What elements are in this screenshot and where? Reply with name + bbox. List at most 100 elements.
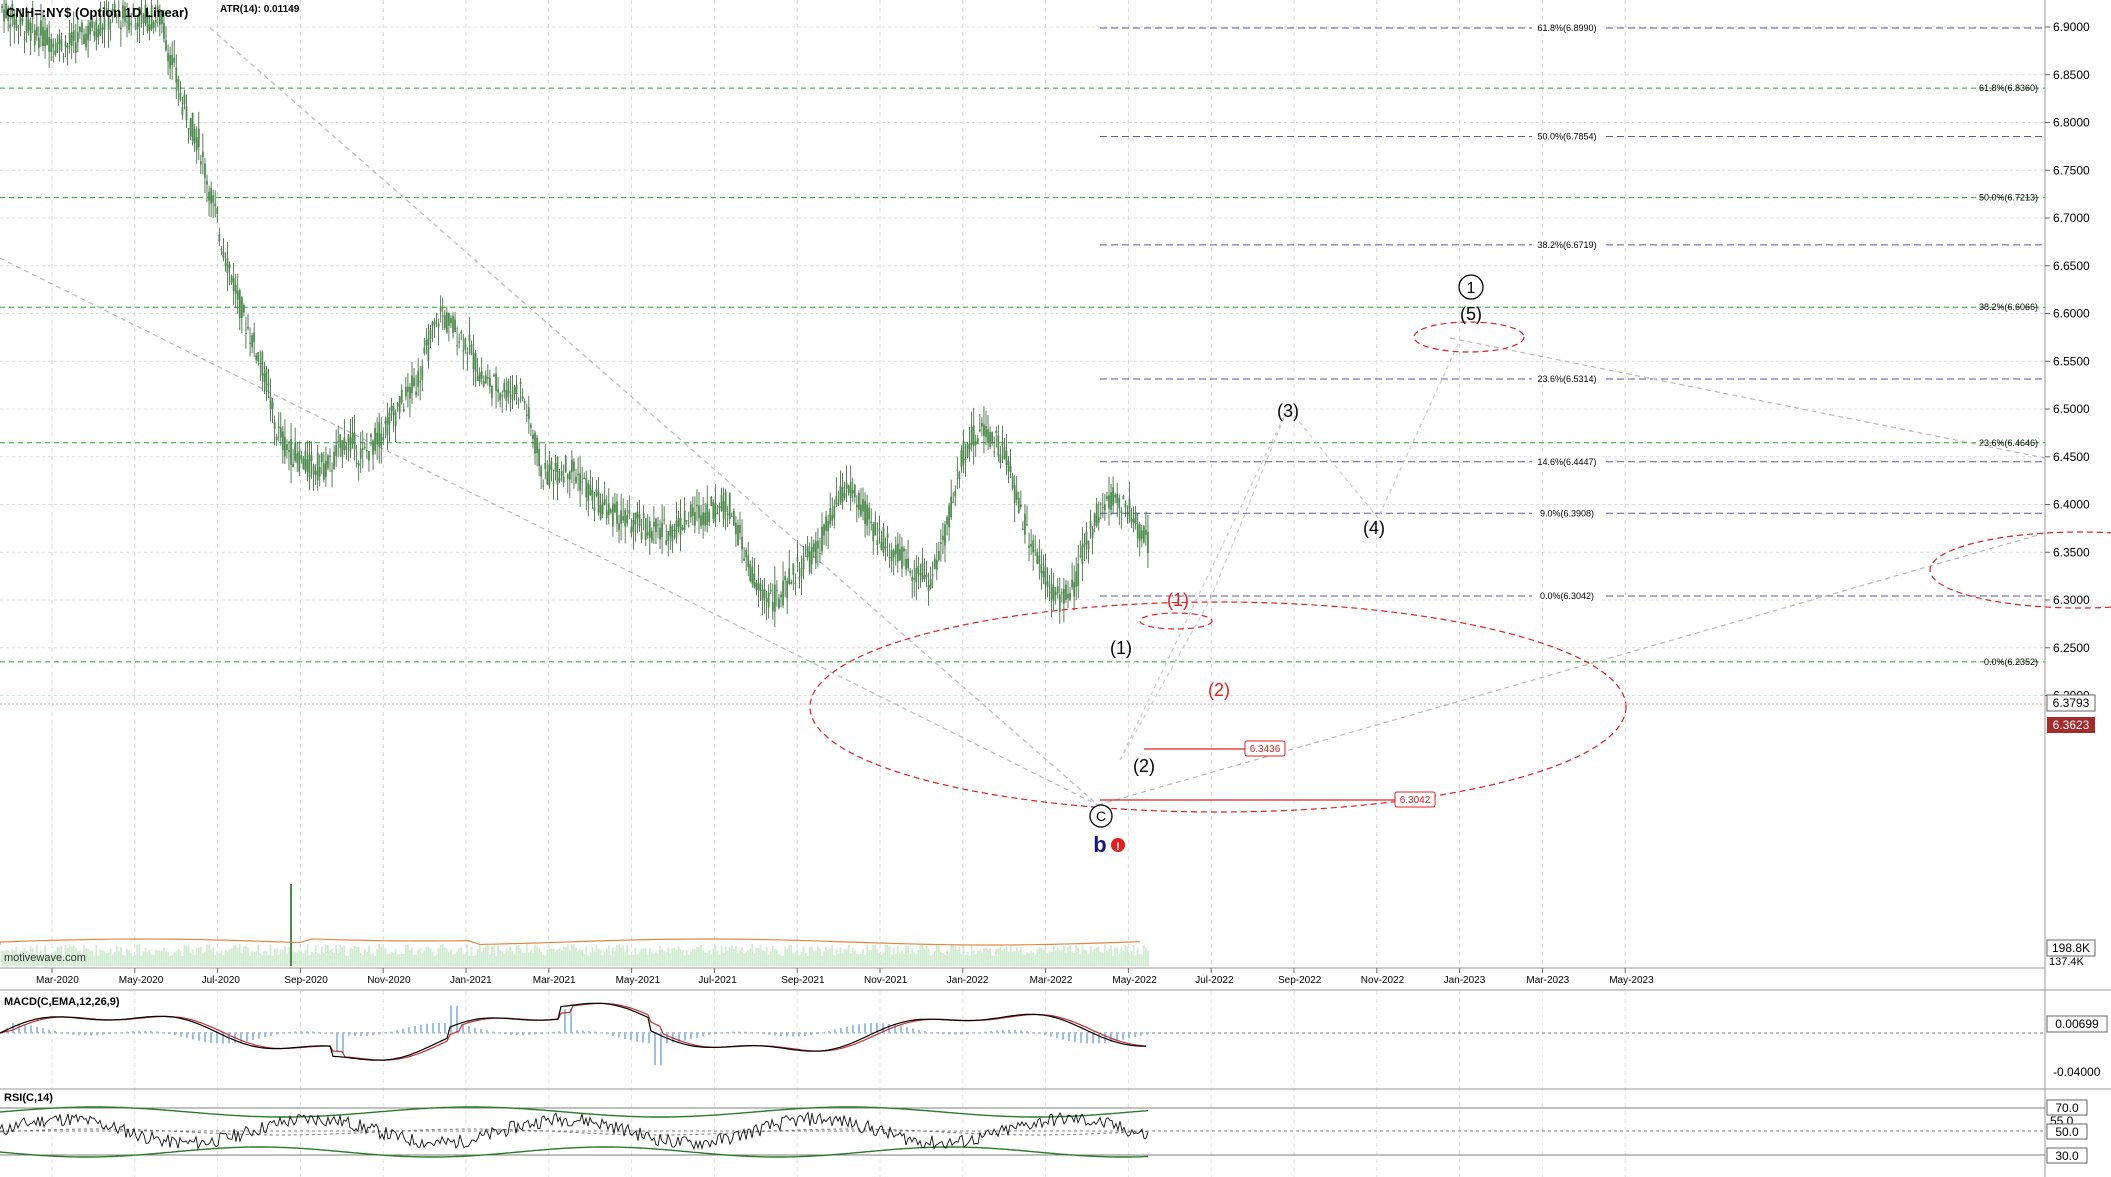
volume-bar [609,955,612,966]
macd-hist-bar [1050,1033,1052,1037]
macd-hist-bar [1110,1033,1112,1043]
volume-bar [331,948,333,966]
candle-body [868,507,871,520]
y-tick-label: 6.8500 [2053,68,2090,82]
volume-bar [21,950,24,966]
candle-body [224,263,227,266]
volume-bar [515,946,518,966]
candle-body [103,18,106,30]
volume-bar [318,953,321,966]
candle-body [429,329,432,340]
wave-circle1-label: 1 [1467,280,1476,297]
volume-bar [400,954,403,966]
macd-title: MACD(C,EMA,12,26,9) [4,996,120,1008]
volume-bar [243,946,245,966]
volume-ma-line [0,938,1141,946]
volume-bar [353,945,356,966]
candle-body [341,440,344,458]
candle-body [439,307,442,312]
volume-bar [698,946,700,966]
candle-body [571,459,573,473]
macd-hist-bar [522,1033,524,1036]
candle-body [745,549,748,558]
volume-bar [966,951,969,966]
macd-hist-bar [456,1006,458,1034]
candle-body [52,43,55,48]
candle-body [704,512,707,526]
candle-body [732,511,735,526]
candle-body [790,581,793,584]
volume-bar [478,944,481,966]
candle-body [511,393,514,400]
macd-hist-bar [318,1031,320,1034]
volume-bar [431,951,434,966]
macd-hist-bar [936,1033,938,1034]
macd-hist-bar [552,1031,554,1034]
volume-bar [105,953,108,966]
macd-hist-bar [24,1024,26,1034]
candle-body [903,548,905,552]
candle-body [1124,503,1127,508]
candle-body [632,520,635,532]
candle-body [1085,531,1088,545]
volume-bar [1118,954,1121,966]
candle-body [310,455,313,462]
candle-body [304,450,307,471]
volume-bar [240,952,243,966]
candle-body [427,338,430,361]
volume-bar [1108,949,1110,966]
volume-bar [597,948,600,966]
volume-bar [460,947,463,966]
macd-hist-bar [924,1031,926,1034]
volume-bar [638,951,641,966]
volume-bar [302,953,305,966]
volume-bar [1048,950,1051,966]
candle-body [778,598,780,609]
volume-bar [197,947,200,966]
candle-body [261,351,264,376]
volume-bar [181,955,184,966]
candle-body [544,463,547,470]
green-fib-label: 0.0%(6.2352) [1984,657,2038,667]
volume-bar [1028,953,1030,966]
rsi-upper-band [0,1106,1149,1118]
volume-bar [79,950,81,966]
purple-fib-label: 50.0%(6.7854) [1537,131,1596,141]
volume-bar [603,951,606,966]
candle-body [952,501,955,503]
volume-bar [679,949,682,966]
volume-bar [199,946,202,966]
candle-body [396,403,399,407]
macd-hist-bar [258,1033,260,1039]
candle-body [831,514,834,521]
macd-hist-bar [984,1031,986,1034]
volume-bar [204,951,206,966]
wave-c-circle [1089,804,1113,828]
volume-bar [700,944,702,966]
volume-bar [472,955,475,966]
candle-body [288,449,290,453]
candle-body [138,6,141,27]
volume-bar [435,954,438,966]
volume-bar [773,948,776,966]
candle-body [1022,528,1024,530]
wave-1-label: (1) [1110,638,1132,658]
wave-b-label: b [1093,832,1106,857]
candle-body [650,530,653,542]
candle-body [482,380,485,387]
candle-body [796,556,799,562]
volume-bar [732,948,735,966]
purple-fib-label: 9.0%(6.3908) [1540,508,1594,518]
purple-fib-label: 38.2%(6.6719) [1537,240,1596,250]
candle-body [714,503,717,522]
y-tick-label: 6.5500 [2053,354,2090,368]
volume-bar [706,953,709,966]
candle-body [835,496,838,505]
rsi-70-text: 70.0 [2055,1101,2079,1115]
candle-body [25,15,28,34]
volume-bar [398,954,401,966]
candle-body [542,485,545,487]
candle-body [876,540,879,546]
macd-hist-bar [18,1023,20,1034]
candle-body [415,391,417,396]
